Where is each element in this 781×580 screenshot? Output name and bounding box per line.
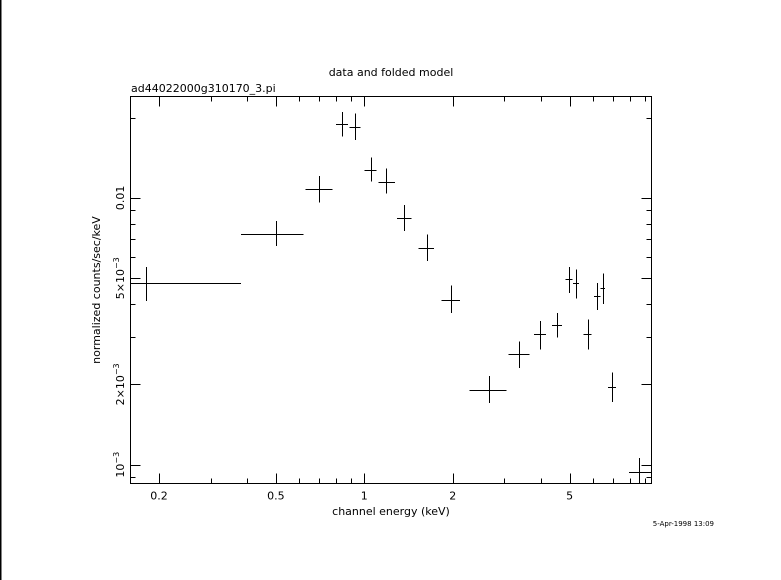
data-point-14 <box>551 313 562 338</box>
x-tick-label: 5 <box>566 490 573 503</box>
plot-frame <box>130 96 652 484</box>
y-tick-text: 2×10−3 <box>112 363 127 405</box>
y-tick-label: 0.01 <box>114 186 127 211</box>
chart-subtitle: ad44022000g310170_3.pi <box>131 82 276 95</box>
x-axis-label: channel energy (keV) <box>332 505 450 518</box>
data-point-1 <box>130 267 241 302</box>
data-point-19 <box>600 273 606 305</box>
y-tick-label: 2×10−3 <box>112 363 127 405</box>
data-point-20 <box>608 372 616 402</box>
data-marks <box>130 111 652 484</box>
data-point-17 <box>583 319 592 350</box>
data-point-4 <box>335 111 348 137</box>
data-point-6 <box>364 157 377 182</box>
y-tick-text: 0.01 <box>114 186 127 211</box>
x-tick-label: 1 <box>361 490 368 503</box>
y-tick-label: 5×10−3 <box>112 257 127 299</box>
x-tick-label: 0.5 <box>267 490 285 503</box>
timestamp: 5-Apr-1998 13:09 <box>653 520 714 528</box>
chart-title: data and folded model <box>329 66 454 79</box>
data-point-8 <box>396 205 412 232</box>
data-point-2 <box>240 220 304 247</box>
data-point-13 <box>533 321 547 350</box>
data-point-5 <box>349 113 361 140</box>
data-point-21 <box>628 457 652 484</box>
data-point-3 <box>305 175 333 203</box>
axes-group: 0.2 0.5 1 2 5 10−3 2×10−3 5×10−3 0.01 <box>112 96 652 503</box>
y-axis-label: normalized counts/sec/keV <box>90 216 103 364</box>
data-point-7 <box>378 168 395 194</box>
y-tick-text: 10−3 <box>112 452 127 478</box>
data-point-9 <box>418 234 435 262</box>
data-point-10 <box>441 285 461 314</box>
y-tick-text: 5×10−3 <box>112 257 127 299</box>
x-tick-label: 0.2 <box>150 490 168 503</box>
data-point-15 <box>565 267 573 294</box>
data-point-16 <box>573 269 579 299</box>
x-tick-label: 2 <box>449 490 456 503</box>
data-point-18 <box>593 282 601 311</box>
data-point-11 <box>469 375 507 404</box>
data-point-12 <box>508 341 530 369</box>
y-tick-label: 10−3 <box>112 452 127 478</box>
